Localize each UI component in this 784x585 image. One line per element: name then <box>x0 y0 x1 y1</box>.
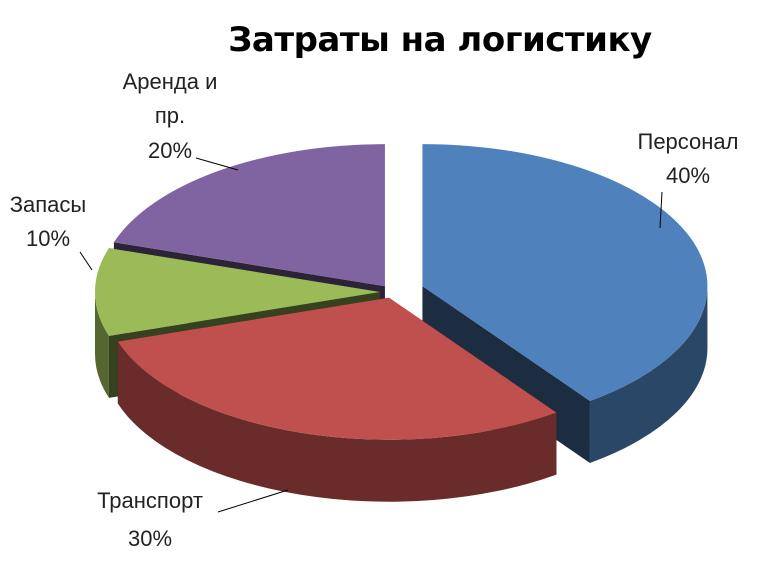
slice <box>422 144 708 401</box>
value-label: 20% <box>147 138 193 163</box>
chart-title: Затраты на логистику <box>228 20 652 60</box>
slice-side <box>117 341 557 502</box>
slice <box>113 144 385 287</box>
category-label: Запасы <box>9 192 87 217</box>
slice <box>95 248 381 336</box>
leader-line <box>217 489 289 513</box>
slice-side <box>589 286 708 463</box>
leader-line <box>79 251 93 271</box>
value-label: 30% <box>127 526 173 551</box>
category-label: Персонал <box>637 129 739 154</box>
leader-line <box>659 191 663 229</box>
value-label: 10% <box>25 226 71 251</box>
value-label: 40% <box>665 163 711 188</box>
leader-line <box>195 157 239 171</box>
slice-side <box>95 292 109 398</box>
category-label: Транспорт <box>97 488 203 513</box>
slice <box>117 297 557 440</box>
category-label: Аренда и пр. <box>122 69 218 128</box>
